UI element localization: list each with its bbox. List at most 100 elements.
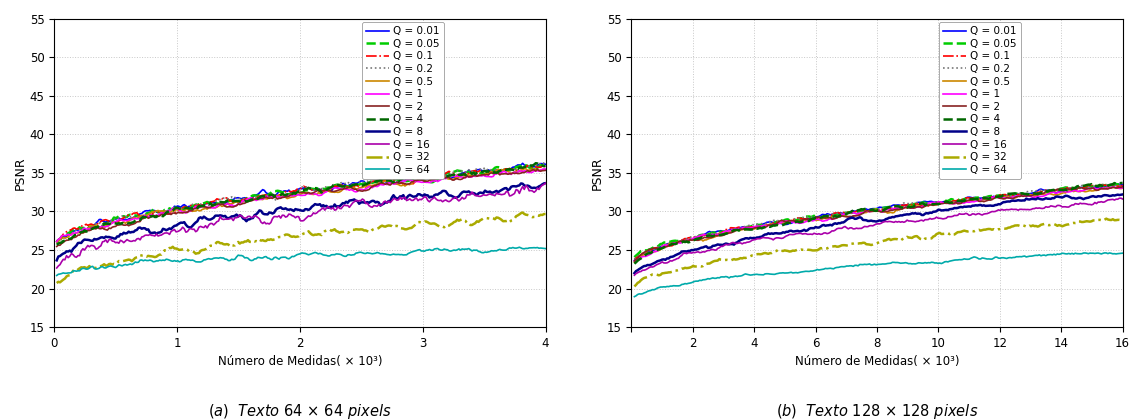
Q = 0.01 bbox=[50, 239, 64, 244]
Q = 8 bbox=[50, 258, 64, 263]
Q = 0.1 bbox=[539, 164, 553, 169]
Q = 0.01 bbox=[516, 161, 530, 166]
Q = 2 bbox=[349, 186, 363, 192]
Q = 0.1 bbox=[1115, 183, 1129, 188]
Q = 2 bbox=[916, 205, 930, 210]
Q = 32 bbox=[51, 279, 65, 284]
Line: Q = 0.5: Q = 0.5 bbox=[57, 169, 546, 242]
Line: Q = 4: Q = 4 bbox=[635, 183, 1122, 264]
Q = 0.01 bbox=[539, 162, 553, 167]
Q = 0.2 bbox=[539, 160, 553, 165]
Line: Q = 64: Q = 64 bbox=[635, 253, 1122, 297]
Q = 64 bbox=[513, 245, 526, 250]
Q = 4 bbox=[50, 242, 64, 247]
Q = 8 bbox=[927, 209, 940, 214]
Q = 16 bbox=[1070, 202, 1083, 207]
Q = 2 bbox=[1115, 184, 1129, 189]
Q = 0.2 bbox=[535, 160, 549, 165]
Q = 2 bbox=[927, 202, 940, 207]
Q = 1 bbox=[919, 203, 932, 208]
Q = 0.2 bbox=[916, 201, 930, 206]
Q = 64 bbox=[349, 251, 363, 256]
Q = 32 bbox=[349, 227, 363, 232]
Line: Q = 64: Q = 64 bbox=[57, 247, 546, 276]
Q = 0.05 bbox=[629, 253, 643, 258]
Q = 0.1 bbox=[341, 185, 355, 190]
Line: Q = 0.2: Q = 0.2 bbox=[57, 163, 546, 242]
Q = 16 bbox=[629, 271, 643, 276]
Line: Q = 1: Q = 1 bbox=[57, 169, 546, 241]
Q = 8 bbox=[919, 211, 932, 216]
Q = 0.05 bbox=[539, 162, 553, 167]
Q = 32 bbox=[919, 236, 932, 241]
Q = 32 bbox=[539, 212, 553, 217]
Q = 16 bbox=[919, 217, 932, 222]
Q = 16 bbox=[539, 181, 553, 186]
Q = 0.2 bbox=[927, 202, 940, 207]
Q = 1 bbox=[1106, 184, 1120, 189]
Q = 0.5 bbox=[341, 185, 355, 190]
Q = 0.01 bbox=[462, 168, 476, 173]
Q = 0.5 bbox=[1106, 185, 1120, 190]
Q = 4 bbox=[919, 202, 932, 207]
Q = 1 bbox=[51, 237, 65, 242]
X-axis label: Número de Medidas( × 10³): Número de Medidas( × 10³) bbox=[217, 355, 382, 368]
Q = 0.05 bbox=[1110, 181, 1123, 186]
Q = 4 bbox=[1039, 189, 1052, 194]
Q = 32 bbox=[629, 282, 643, 287]
Q = 64 bbox=[1070, 251, 1083, 256]
Q = 0.05 bbox=[517, 162, 531, 167]
Q = 0.2 bbox=[340, 181, 353, 186]
Q = 64 bbox=[1115, 251, 1129, 256]
Q = 0.05 bbox=[349, 184, 363, 189]
Q = 0.05 bbox=[919, 200, 932, 205]
Q = 0.5 bbox=[462, 173, 476, 178]
Q = 4 bbox=[629, 260, 643, 265]
Q = 0.05 bbox=[51, 238, 65, 243]
Q = 32 bbox=[1099, 216, 1113, 221]
Q = 2 bbox=[629, 257, 643, 262]
Q = 2 bbox=[539, 168, 553, 173]
Q = 64 bbox=[1039, 253, 1052, 258]
Q = 64 bbox=[916, 260, 930, 265]
Q = 0.5 bbox=[340, 186, 353, 191]
Q = 0.5 bbox=[527, 166, 541, 171]
Line: Q = 2: Q = 2 bbox=[635, 187, 1122, 261]
Q = 0.2 bbox=[462, 167, 476, 172]
Q = 0.1 bbox=[919, 203, 932, 208]
Q = 0.5 bbox=[493, 168, 507, 173]
Q = 0.1 bbox=[1095, 182, 1109, 187]
Q = 1 bbox=[462, 174, 476, 179]
Q = 1 bbox=[1115, 185, 1129, 190]
Line: Q = 0.01: Q = 0.01 bbox=[57, 163, 546, 241]
Q = 0.1 bbox=[521, 163, 534, 168]
Line: Q = 0.1: Q = 0.1 bbox=[635, 185, 1122, 259]
Q = 0.1 bbox=[50, 239, 64, 244]
Text: $(b)$  $\it{Texto}$ $\it{128}$ $\times$ $\it{128}$ $\it{pixels}$: $(b)$ $\it{Texto}$ $\it{128}$ $\times$ $… bbox=[776, 402, 978, 420]
Line: Q = 0.1: Q = 0.1 bbox=[57, 165, 546, 242]
Q = 0.01 bbox=[349, 181, 363, 186]
Q = 1 bbox=[1070, 189, 1083, 194]
Q = 0.1 bbox=[493, 170, 507, 175]
Q = 0.2 bbox=[919, 201, 932, 206]
Q = 8 bbox=[493, 189, 507, 194]
Q = 0.2 bbox=[51, 238, 65, 243]
Q = 4 bbox=[349, 182, 363, 187]
Line: Q = 8: Q = 8 bbox=[635, 194, 1122, 273]
Q = 0.05 bbox=[916, 200, 930, 205]
Q = 0.2 bbox=[349, 182, 363, 187]
Q = 8 bbox=[349, 198, 363, 203]
Line: Q = 0.05: Q = 0.05 bbox=[57, 164, 546, 241]
Q = 16 bbox=[1039, 204, 1052, 209]
Q = 64 bbox=[1098, 250, 1112, 255]
Line: Q = 0.2: Q = 0.2 bbox=[635, 184, 1122, 259]
Q = 16 bbox=[340, 203, 353, 208]
Q = 0.2 bbox=[1039, 188, 1052, 193]
Q = 0.01 bbox=[1115, 182, 1129, 187]
Q = 8 bbox=[341, 200, 355, 205]
Q = 0.2 bbox=[629, 255, 643, 260]
Q = 64 bbox=[628, 294, 642, 299]
Q = 0.01 bbox=[916, 199, 930, 204]
Q = 4 bbox=[51, 241, 65, 246]
Q = 16 bbox=[628, 273, 642, 278]
